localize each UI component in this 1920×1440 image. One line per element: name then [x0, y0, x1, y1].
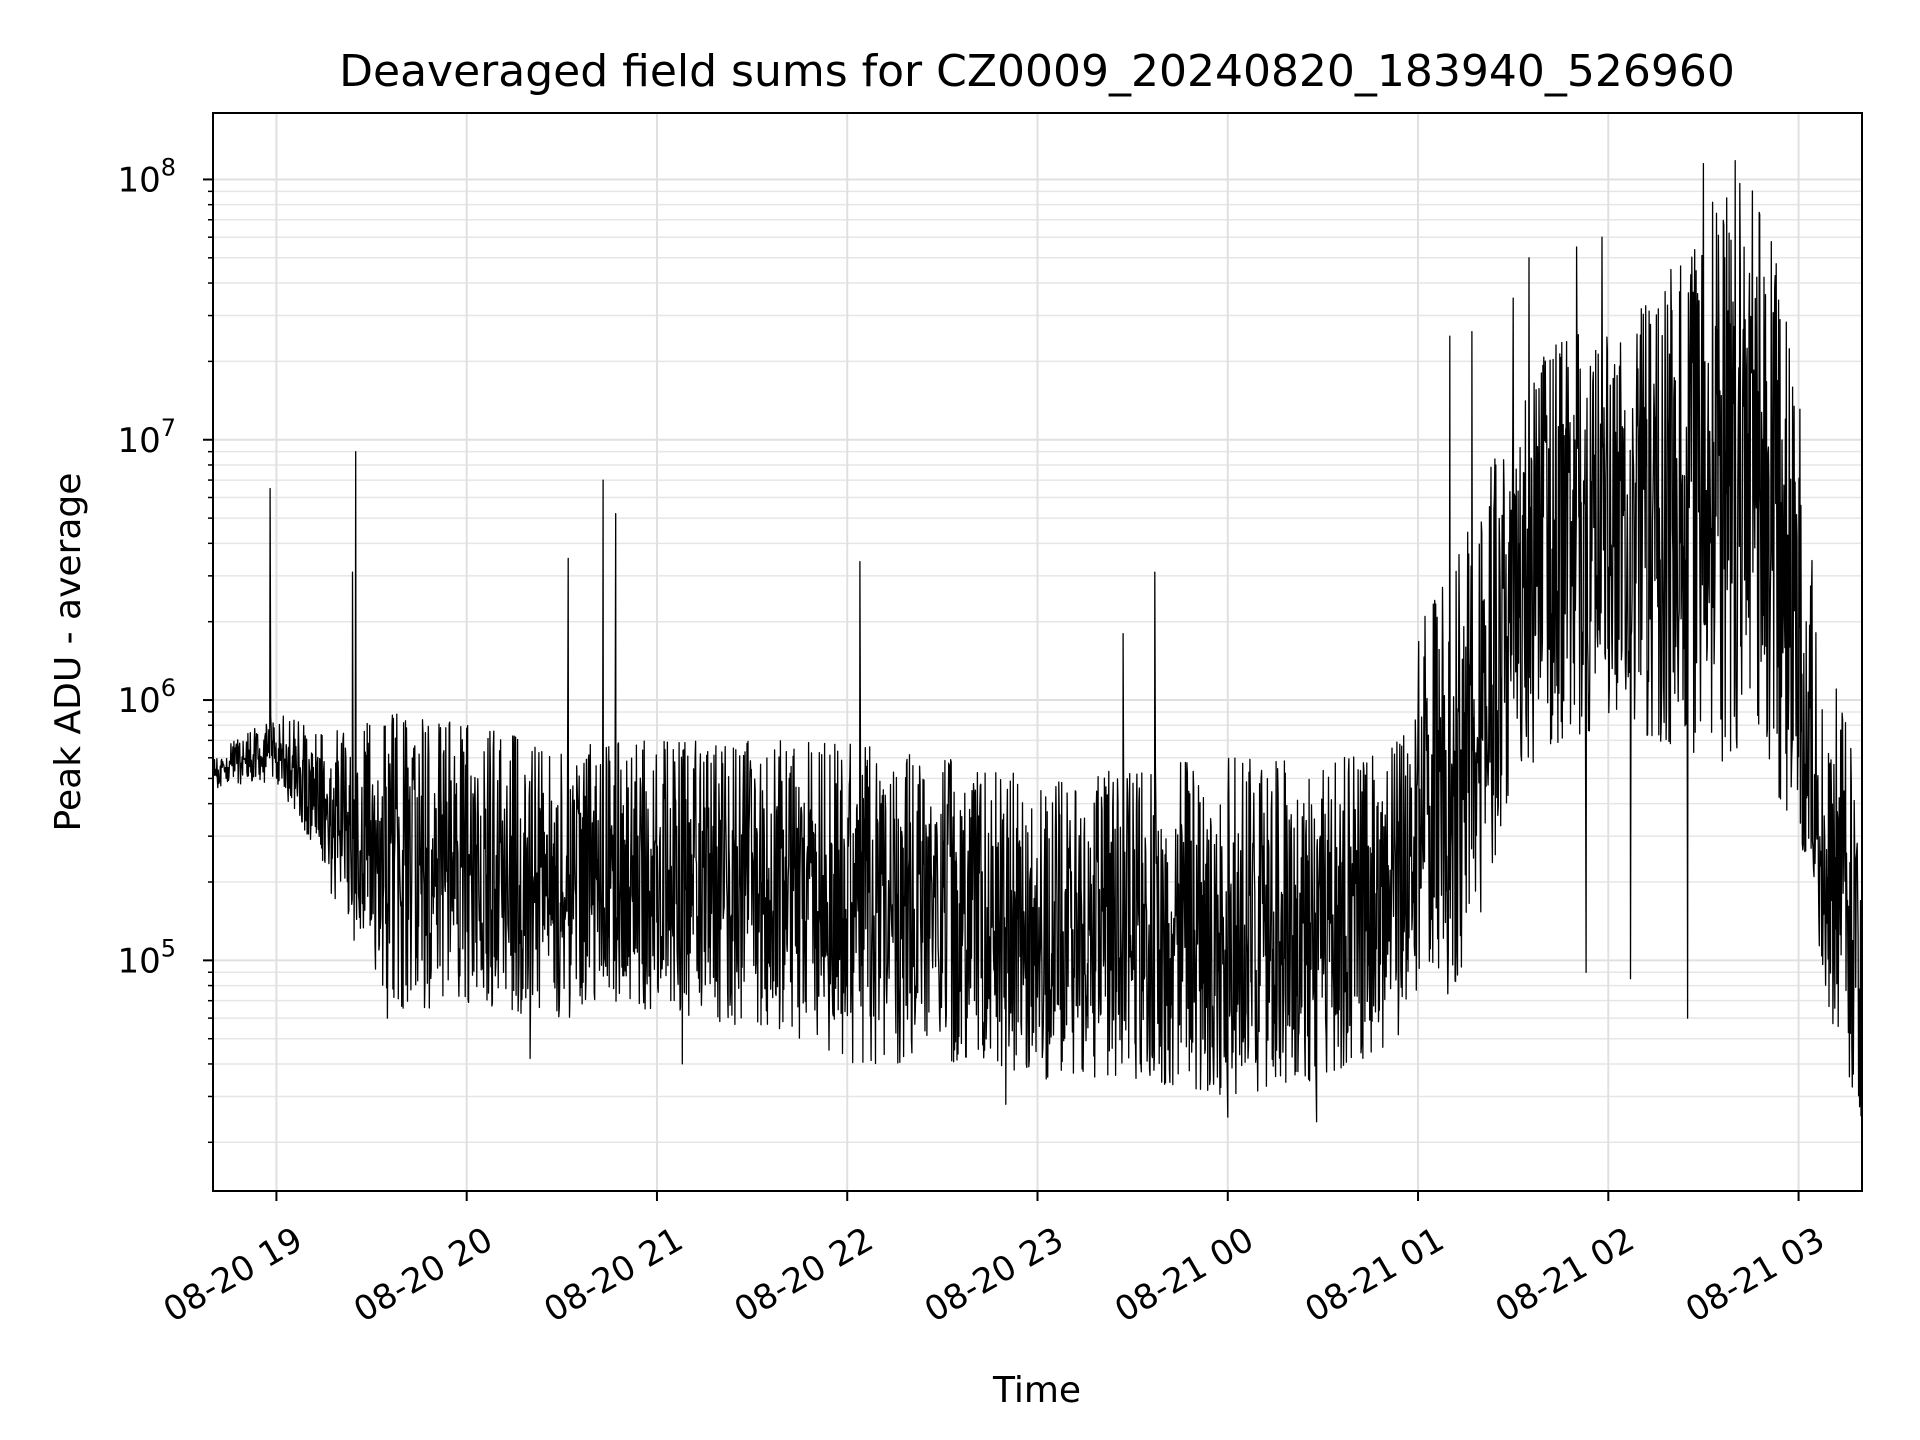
y-tick-label: 106 — [117, 674, 176, 721]
y-tick-label: 108 — [117, 153, 176, 200]
y-tick-label-base: 10 — [117, 681, 160, 721]
y-axis-label: Peak ADU - average — [48, 473, 89, 832]
chart-title: Deaveraged field sums for CZ0009_2024082… — [339, 46, 1735, 97]
y-tick-label-exponent: 5 — [161, 934, 176, 962]
y-tick-label: 105 — [117, 934, 176, 981]
series-line-group — [212, 160, 1863, 1155]
y-tick-label-base: 10 — [117, 160, 160, 200]
y-tick-label-exponent: 7 — [161, 414, 176, 442]
y-tick-label: 107 — [117, 414, 176, 461]
y-tick-label-exponent: 6 — [161, 674, 176, 702]
y-tick-label-base: 10 — [117, 941, 160, 981]
y-tick-label-exponent: 8 — [161, 153, 176, 181]
series-line — [212, 160, 1863, 1155]
x-axis-label: Time — [992, 1370, 1081, 1411]
y-tick-label-base: 10 — [117, 421, 160, 461]
